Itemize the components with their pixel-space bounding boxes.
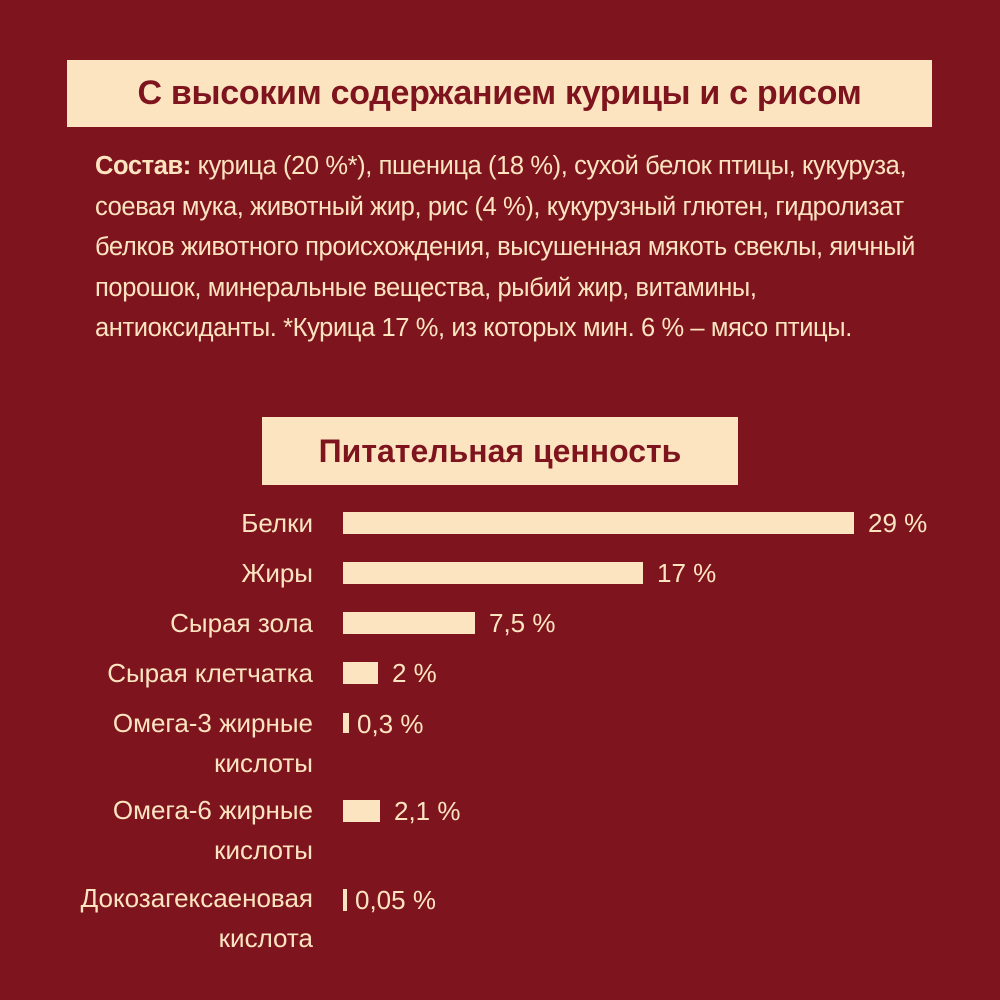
- bar-label-line: Омега-3 жирные: [112, 708, 313, 738]
- bar-value-label: 0,05 %: [355, 885, 436, 915]
- bar-label-line: Сырая зола: [170, 608, 313, 638]
- bar: [343, 612, 475, 634]
- bar-label-line: Омега-6 жирные: [112, 795, 313, 825]
- bar: [343, 889, 347, 911]
- bar: [343, 562, 643, 584]
- composition-body: курица (20 %*), пшеница (18 %), сухой бе…: [95, 152, 915, 342]
- bar-label: Омега-6 жирные кислоты: [113, 792, 313, 868]
- bar-label-line: Сырая клетчатка: [107, 658, 313, 688]
- bar-value-label: 2,1 %: [394, 796, 461, 826]
- bar-label: Жиры: [241, 555, 313, 591]
- product-title-banner: С высоким содержанием курицы и с рисом: [67, 60, 932, 127]
- bar-value-label: 0,3 %: [357, 709, 424, 739]
- bar: [343, 800, 380, 822]
- bar: [343, 662, 378, 684]
- bar-label-line: кислоты: [214, 748, 313, 778]
- bar-label-line: Белки: [241, 508, 313, 538]
- composition-text: Состав: курица (20 %*), пшеница (18 %), …: [95, 146, 925, 349]
- bar-value-label: 17 %: [657, 558, 717, 588]
- bar-value-label: 7,5 %: [489, 608, 556, 638]
- nutrition-title-banner: Питательная ценность: [262, 417, 738, 485]
- nutrition-title: Питательная ценность: [318, 432, 682, 469]
- bar-label: Омега-3 жирные кислоты: [113, 705, 313, 781]
- bar-label-line: Докозагексаеновая: [80, 883, 313, 913]
- product-title: С высоким содержанием курицы и с рисом: [137, 74, 862, 112]
- bar-label: Белки: [241, 505, 313, 541]
- bar: [343, 512, 854, 534]
- bar-label: Сырая зола: [170, 605, 313, 641]
- bar-label-line: Жиры: [241, 558, 313, 588]
- bar-label: Докозагексаеновая кислота: [81, 880, 313, 956]
- bar-label-line: кислоты: [214, 835, 313, 865]
- bar-value-label: 29 %: [868, 508, 928, 538]
- bar-label-line: кислота: [218, 923, 313, 953]
- bar-label: Сырая клетчатка: [107, 655, 313, 691]
- composition-label: Состав:: [95, 152, 191, 180]
- bar-value-label: 2 %: [392, 658, 437, 688]
- bar: [343, 713, 349, 733]
